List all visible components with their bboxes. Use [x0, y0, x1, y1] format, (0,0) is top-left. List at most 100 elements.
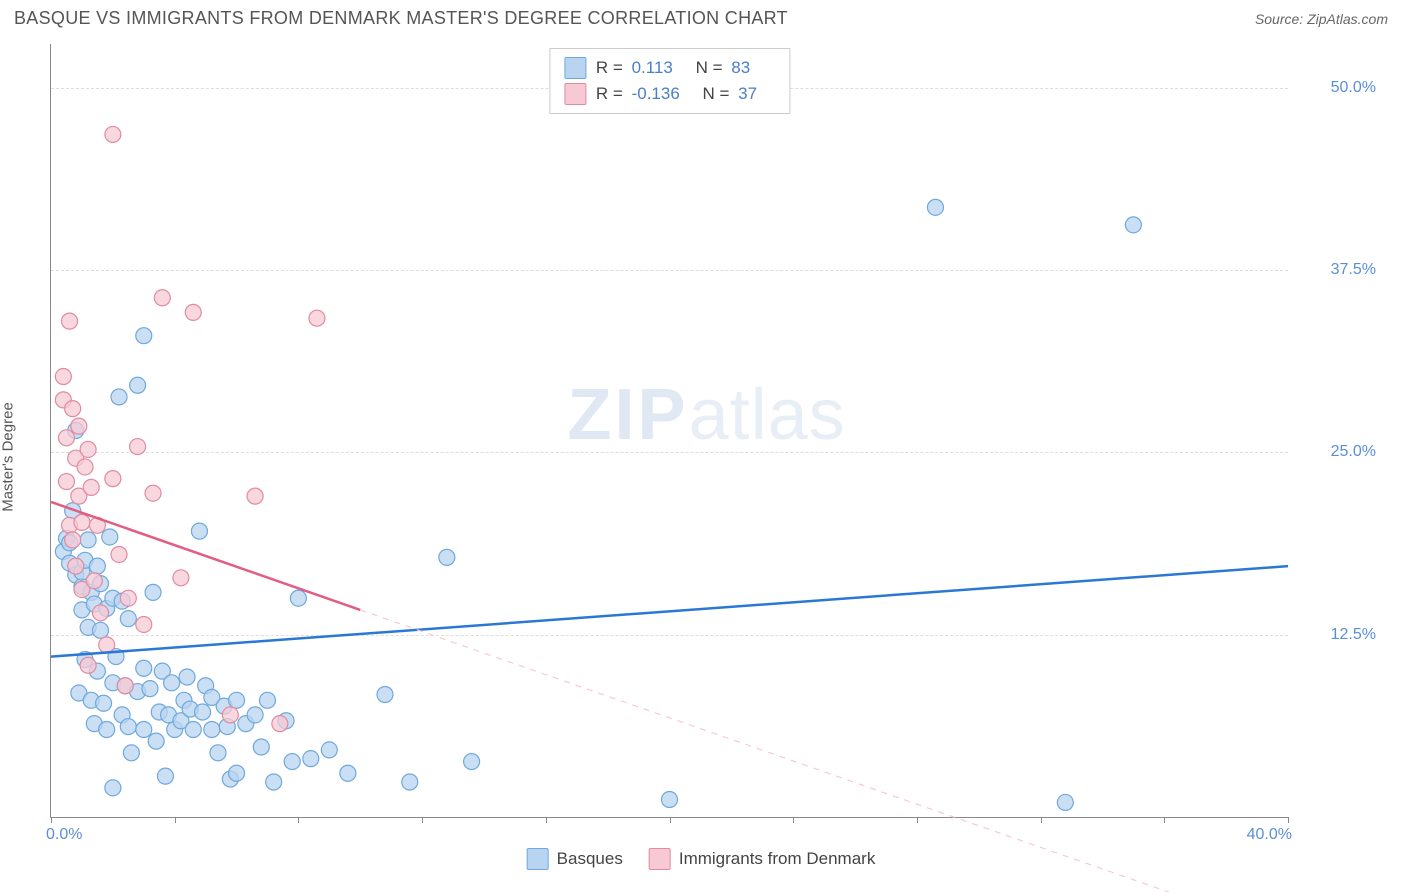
- y-tick-label: 12.5%: [1296, 626, 1376, 644]
- data-point: [136, 616, 152, 632]
- data-point: [154, 290, 170, 306]
- data-point: [136, 660, 152, 676]
- data-point: [662, 791, 678, 807]
- data-point: [86, 573, 102, 589]
- data-point: [77, 459, 93, 475]
- y-tick-label: 50.0%: [1296, 79, 1376, 97]
- x-axis-labels: 0.0% 40.0%: [50, 822, 1288, 844]
- data-point: [303, 751, 319, 767]
- data-point: [130, 439, 146, 455]
- data-point: [204, 721, 220, 737]
- data-point: [92, 622, 108, 638]
- data-point: [99, 637, 115, 653]
- stats-text: R = -0.136 N = 37: [596, 81, 775, 107]
- data-point: [80, 657, 96, 673]
- data-point: [136, 328, 152, 344]
- stats-text: R = 0.113 N = 83: [596, 55, 768, 81]
- data-point: [321, 742, 337, 758]
- data-point: [136, 721, 152, 737]
- data-point: [123, 745, 139, 761]
- data-point: [83, 479, 99, 495]
- data-point: [377, 686, 393, 702]
- data-point: [309, 310, 325, 326]
- data-point: [105, 126, 121, 142]
- legend-label: Immigrants from Denmark: [679, 849, 875, 869]
- plot-svg: [51, 44, 1288, 817]
- data-point: [120, 590, 136, 606]
- stats-legend: R = 0.113 N = 83R = -0.136 N = 37: [549, 48, 790, 114]
- legend-item-denmark: Immigrants from Denmark: [649, 848, 875, 870]
- data-point: [55, 369, 71, 385]
- legend-swatch: [564, 83, 586, 105]
- data-point: [142, 681, 158, 697]
- chart-wrap: Master's Degree ZIPatlas 12.5%25.0%37.5%…: [14, 40, 1388, 874]
- data-point: [927, 199, 943, 215]
- legend-swatch: [527, 848, 549, 870]
- data-point: [284, 754, 300, 770]
- data-point: [464, 754, 480, 770]
- legend-label: Basques: [557, 849, 623, 869]
- data-point: [130, 377, 146, 393]
- data-point: [120, 611, 136, 627]
- data-point: [247, 707, 263, 723]
- source-label: Source: ZipAtlas.com: [1255, 11, 1388, 27]
- data-point: [65, 401, 81, 417]
- data-point: [105, 780, 121, 796]
- data-point: [80, 532, 96, 548]
- data-point: [402, 774, 418, 790]
- legend-swatch: [649, 848, 671, 870]
- data-point: [157, 768, 173, 784]
- data-point: [229, 692, 245, 708]
- data-point: [185, 304, 201, 320]
- legend-swatch: [564, 57, 586, 79]
- data-point: [58, 474, 74, 490]
- data-point: [148, 733, 164, 749]
- data-point: [340, 765, 356, 781]
- header: BASQUE VS IMMIGRANTS FROM DENMARK MASTER…: [0, 0, 1406, 33]
- y-axis-label: Master's Degree: [0, 402, 17, 512]
- data-point: [145, 584, 161, 600]
- stats-legend-row: R = 0.113 N = 83: [564, 55, 775, 81]
- data-point: [1125, 217, 1141, 233]
- data-point: [145, 485, 161, 501]
- data-point: [65, 532, 81, 548]
- data-point: [80, 441, 96, 457]
- data-point: [111, 546, 127, 562]
- data-point: [105, 471, 121, 487]
- plot-area: ZIPatlas 12.5%25.0%37.5%50.0%R = 0.113 N…: [50, 44, 1288, 818]
- data-point: [195, 704, 211, 720]
- data-point: [89, 558, 105, 574]
- data-point: [74, 514, 90, 530]
- data-point: [222, 707, 238, 723]
- data-point: [439, 549, 455, 565]
- data-point: [259, 692, 275, 708]
- trend-line-basques: [51, 566, 1288, 656]
- data-point: [210, 745, 226, 761]
- legend-item-basques: Basques: [527, 848, 623, 870]
- data-point: [173, 570, 189, 586]
- data-point: [111, 389, 127, 405]
- data-point: [102, 529, 118, 545]
- stats-legend-row: R = -0.136 N = 37: [564, 81, 775, 107]
- y-tick-label: 25.0%: [1296, 443, 1376, 461]
- chart-title: BASQUE VS IMMIGRANTS FROM DENMARK MASTER…: [14, 8, 788, 29]
- data-point: [247, 488, 263, 504]
- data-point: [58, 430, 74, 446]
- data-point: [99, 721, 115, 737]
- data-point: [272, 716, 288, 732]
- data-point: [191, 523, 207, 539]
- data-point: [185, 721, 201, 737]
- data-point: [68, 558, 84, 574]
- data-point: [253, 739, 269, 755]
- data-point: [71, 418, 87, 434]
- data-point: [96, 695, 112, 711]
- data-point: [179, 669, 195, 685]
- data-point: [117, 678, 133, 694]
- data-point: [62, 313, 78, 329]
- bottom-legend: Basques Immigrants from Denmark: [527, 848, 876, 870]
- x-axis-min-label: 0.0%: [46, 826, 82, 844]
- data-point: [266, 774, 282, 790]
- data-point: [164, 675, 180, 691]
- x-axis-max-label: 40.0%: [1247, 826, 1292, 844]
- data-point: [92, 605, 108, 621]
